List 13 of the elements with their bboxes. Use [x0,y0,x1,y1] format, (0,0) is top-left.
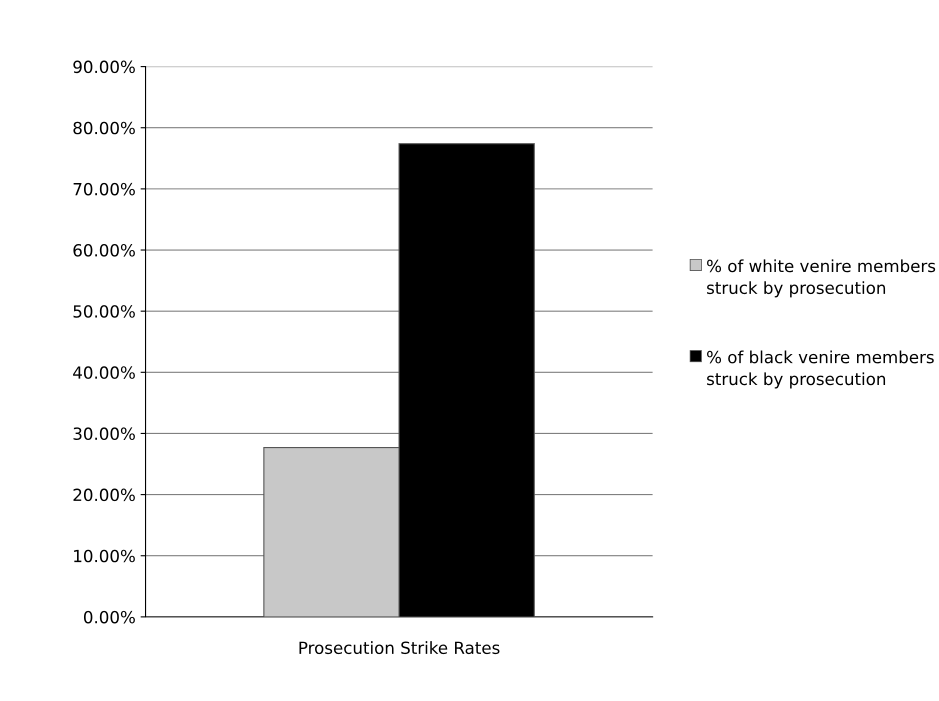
y-tick-label: 30.00% [74,427,135,440]
y-tick-label: 40.00% [73,366,135,379]
legend-label: % of white venire members struck by prosecution [707,259,936,298]
y-tick-label: 20.00% [73,488,135,502]
y-tick-label: 80.00% [73,122,135,134]
y-tick-label: 10.00% [74,550,135,562]
y-tick-label: 50.00% [74,305,135,318]
y-tick-label: 60.00% [73,244,135,257]
y-tick-label: 70.00% [74,182,135,196]
y-tick-label: 0.00% [84,610,135,624]
y-tick-label: 90.00% [73,60,135,74]
legend-label: % of black venire members struck by prosecution [707,350,934,388]
x-axis-title: Prosecution Strike Rates [300,641,500,654]
